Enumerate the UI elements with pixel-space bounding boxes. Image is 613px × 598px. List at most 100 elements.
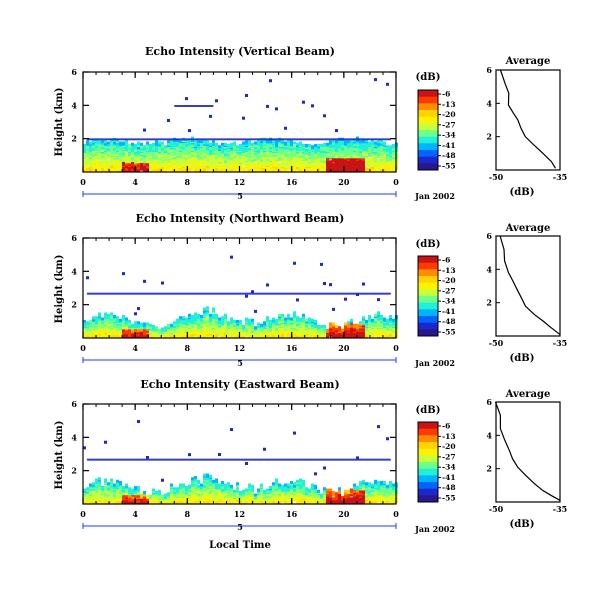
heatmap-cell [314,484,317,488]
heatmap-cell [125,146,128,150]
heatmap-cell [212,140,215,144]
heatmap-cell [383,141,386,145]
heatmap-cell [296,321,299,325]
heatmap-cell [311,145,314,149]
heatmap-cell [269,161,272,165]
heatmap-cell [110,165,113,169]
heatmap-cell [269,151,272,155]
heatmap-cell [368,141,371,145]
heatmap-cell [317,167,320,171]
heatmap-cell [212,316,215,320]
heatmap-cell [275,321,278,325]
heatmap-cell [230,255,233,259]
colorbar-segment [418,96,438,104]
heatmap-cell [140,331,143,335]
heatmap-cell [314,472,317,476]
heatmap-cell [116,479,119,483]
heatmap-cell [221,481,224,484]
heatmap-cell [197,313,200,317]
heatmap-cell [89,320,92,323]
heatmap-cell [302,332,305,336]
heatmap-cell [323,114,326,118]
heatmap-cell [104,440,107,444]
heatmap-cell [155,491,158,494]
heatmap-cell [137,307,140,311]
heatmap-cell [101,140,104,144]
x-tick-label: 16 [286,177,298,187]
heatmap-cell [383,317,386,321]
heatmap-cell [161,281,164,285]
heatmap-cell [320,144,323,147]
heatmap-cell [98,491,101,494]
heatmap-cell [320,498,323,502]
heatmap-cell [215,478,218,482]
heatmap-cell [98,477,101,481]
heatmap-cell [188,129,191,133]
heatmap-cell [230,142,233,146]
heatmap-cell [95,155,98,159]
heatmap-cell [107,482,110,486]
heatmap-cell [170,483,173,487]
heatmap-cell [386,318,389,322]
heatmap-cell [167,118,170,122]
heatmap-cell [218,493,221,497]
heatmap-cell [125,155,128,159]
colorbar-tick-label: -13 [442,100,456,109]
heatmap-cell [146,494,149,498]
heatmap-cell [341,141,344,145]
average-y-tick-label: 4 [486,264,492,274]
heatmap-cell [83,160,86,164]
x-tick-label: 8 [185,343,191,353]
heatmap-cell [224,142,227,146]
heatmap-cell [347,321,350,325]
heatmap-cell [83,335,86,338]
heatmap-cell [341,159,344,162]
heatmap-cell [293,431,296,435]
heatmap-cell [128,487,131,491]
heatmap-cell [194,476,197,479]
heatmap-cell [386,145,389,149]
colorbar-segment [418,269,438,277]
heatmap-cell [233,326,236,330]
heatmap-cell [314,146,317,150]
heatmap-cell [275,497,278,501]
heatmap-cell [236,145,239,149]
heatmap-cell [107,318,110,322]
heatmap-cell [152,154,155,157]
heatmap-cell [323,281,326,285]
heatmap-cell [107,491,110,494]
heatmap-cell [278,157,281,161]
heatmap-cell [170,144,173,147]
heatmap-cell [281,159,284,162]
heatmap-cell [125,483,128,487]
heatmap-cell [362,147,365,151]
heatmap-cell [353,151,356,155]
heatmap-cell [374,78,377,82]
heatmap-cell [386,161,389,165]
heatmap-cell [251,484,254,488]
heatmap-cell [131,146,134,150]
heatmap-cell [95,139,98,142]
heatmap-cell [293,261,296,265]
heatmap-cell [281,139,284,142]
heatmap-cell [116,332,119,336]
heatmap-cell [185,97,188,101]
heatmap-cell [263,154,266,157]
colorbar-tick-label: -48 [442,151,456,160]
heatmap-cell [119,481,122,484]
heatmap-cell [248,483,251,487]
heatmap-cells [83,255,398,338]
heatmap-cell [143,322,146,326]
heatmap-cell [302,492,305,496]
heatmap-cell [179,483,182,487]
heatmap-cell [143,332,146,336]
heatmap-cell [263,496,266,499]
heatmap-cell [287,487,290,491]
heatmap-cell [389,325,392,328]
echo-layer [174,105,214,107]
heatmap-cell [329,160,332,164]
heatmap-cell [194,484,197,488]
heatmap-cell [329,144,332,147]
heatmap-cell [194,144,197,147]
heatmap-cell [86,331,89,335]
